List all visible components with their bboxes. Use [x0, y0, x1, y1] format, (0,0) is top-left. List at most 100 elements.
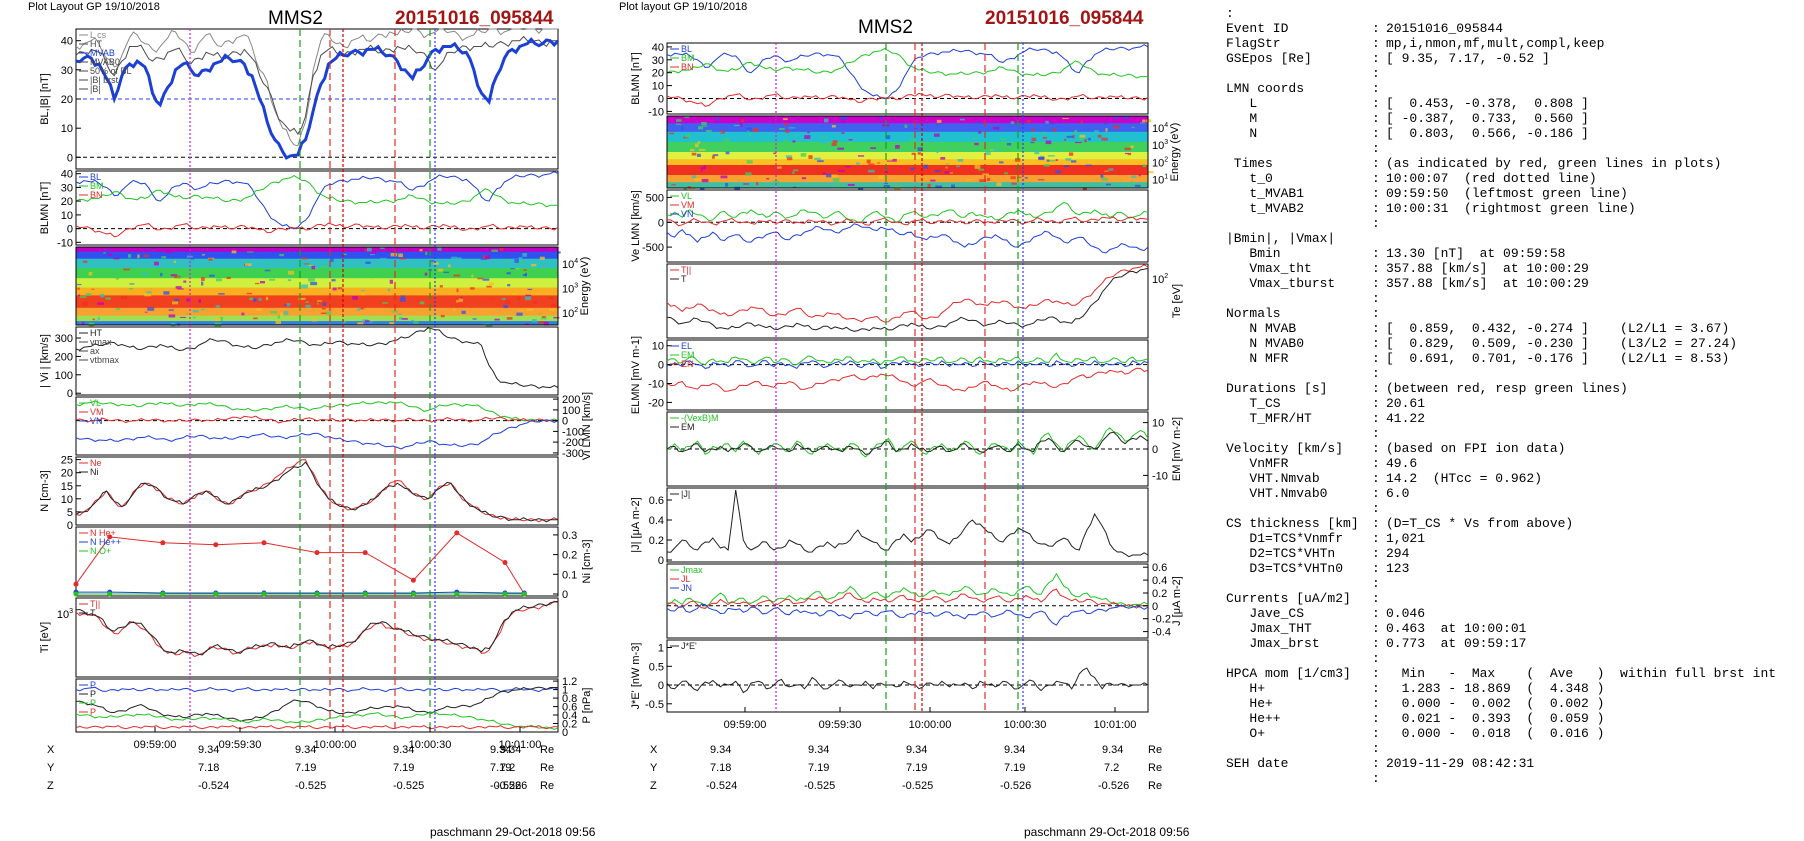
info-colon: :: [1372, 501, 1380, 516]
y-tick-label: 0.5: [649, 661, 664, 673]
spectrogram-speckle: [1040, 155, 1045, 157]
info-colon: :: [1372, 591, 1380, 606]
info-key: Currents [uA/m2]: [1226, 591, 1351, 606]
y-axis-label: BLMN [nT]: [630, 52, 642, 105]
info-key: t_MVAB2: [1226, 201, 1305, 216]
spectrogram-speckle: [935, 124, 939, 126]
left-panel-3: 104 103 102 Energy (eV): [75, 246, 591, 327]
spectrogram-speckle: [700, 169, 703, 172]
spectrogram-speckle: [940, 157, 946, 160]
spectrogram-speckle: [799, 144, 803, 146]
info-row: T_MFR/HT:41.22: [1226, 411, 1800, 426]
info-colon: :: [1372, 726, 1380, 741]
info-key: FlagStr: [1226, 36, 1281, 51]
spectrogram-speckle: [1057, 120, 1063, 122]
spectrogram-speckle: [1131, 126, 1135, 128]
spectrogram-speckle: [1062, 117, 1069, 120]
spectrogram-speckle: [800, 153, 807, 157]
spectrogram-speckle: [698, 126, 704, 130]
spectrogram-speckle: [219, 317, 223, 321]
spectrogram-speckle: [1078, 136, 1085, 141]
spectrogram-speckle: [200, 308, 205, 311]
spectrogram-speckle: [1010, 121, 1015, 124]
spectrogram-speckle: [1046, 159, 1050, 162]
y-tick-label: 0: [562, 589, 568, 601]
spectrogram-speckle: [795, 138, 802, 142]
info-colon: :: [1372, 156, 1380, 171]
legend-entry: HT: [90, 39, 102, 49]
info-value: [ 0.691, 0.701, -0.176 ] (L2/L1 = 8.53): [1386, 351, 1730, 366]
plot-frame: [666, 189, 1149, 263]
spectrogram-speckle: [676, 119, 682, 122]
spectrogram-speckle: [298, 297, 306, 300]
spectrogram-speckle: [1094, 130, 1099, 134]
spectrogram-speckle: [747, 129, 750, 132]
spectrogram-speckle: [305, 304, 311, 308]
spectrogram-speckle: [288, 267, 291, 271]
spectrogram-speckle: [514, 259, 519, 263]
y-tick-label: 103: [57, 608, 73, 621]
info-key: Event ID: [1226, 21, 1289, 36]
spectrogram-speckle: [172, 301, 179, 305]
spectrogram-speckle: [999, 161, 1004, 164]
spectrogram-speckle: [1101, 177, 1108, 181]
spectrogram-speckle: [360, 307, 364, 310]
spectrogram-band: [76, 251, 558, 260]
spectrogram-speckle: [170, 322, 176, 327]
spectrogram-speckle: [174, 275, 181, 279]
spectrogram-speckle: [248, 297, 254, 300]
data-point: [502, 591, 508, 597]
y-tick-label: 1: [562, 685, 568, 697]
spectrogram-speckle: [440, 314, 445, 318]
left-pos-x-3: 9.34: [393, 744, 415, 756]
spectrogram-speckle: [400, 295, 406, 299]
spectrogram-speckle: [837, 169, 845, 172]
spectrogram-speckle: [97, 302, 104, 305]
spectrogram-speckle: [458, 298, 463, 302]
info-key: SEH date: [1226, 756, 1289, 771]
left-pos-unit-y: Re: [540, 762, 555, 774]
data-series-line: [666, 667, 1149, 694]
info-row: Vmax_tburst:357.88 [km/s] at 10:00:29: [1226, 276, 1800, 291]
legend-entry: BM: [681, 53, 695, 63]
spectrogram-speckle: [866, 185, 871, 188]
data-point: [261, 540, 267, 546]
y-tick-label: 0.6: [649, 495, 664, 507]
spectrogram-speckle: [112, 268, 117, 270]
right-pos-z-5: -0.526: [1098, 780, 1130, 792]
spectrogram-speckle: [518, 257, 523, 261]
spectrogram-speckle: [91, 288, 95, 290]
spectrogram-speckle: [1031, 128, 1035, 132]
spectrogram-speckle: [831, 174, 838, 178]
data-point: [454, 530, 460, 536]
y-tick-label: 0: [67, 388, 73, 400]
info-row: VHT.Nmvab:14.2 (HTcc = 0.962): [1226, 471, 1800, 486]
info-value: 49.6: [1386, 456, 1418, 471]
legend-entry: T||: [681, 265, 691, 275]
spectrogram-speckle: [511, 292, 517, 295]
data-series-line: [75, 28, 558, 147]
spectrogram-speckle: [540, 317, 547, 320]
spectrogram-speckle: [183, 280, 187, 283]
legend-entry: ax: [90, 346, 100, 356]
spectrogram-speckle: [321, 308, 326, 310]
spectrogram-speckle: [553, 316, 560, 319]
legend-entry: EN: [681, 359, 694, 369]
info-value: [ 0.803, 0.566, -0.186 ]: [1386, 126, 1589, 141]
legend-entry: N O+: [90, 546, 111, 556]
spectrogram-speckle: [246, 251, 254, 253]
spectrogram-speckle: [959, 118, 965, 121]
spectrogram-speckle: [115, 308, 120, 311]
spectrogram-speckle: [1053, 128, 1056, 132]
spectrogram-speckle: [507, 284, 511, 287]
info-colon: :: [1372, 396, 1380, 411]
legend-entry: J*E': [681, 641, 697, 651]
left-layout-label: Plot Layout GP 19/10/2018: [28, 1, 160, 13]
spectrogram-speckle: [718, 131, 722, 133]
data-point: [362, 550, 368, 556]
spectrogram-speckle: [680, 183, 686, 186]
spectrogram-speckle: [186, 255, 193, 258]
spectrogram-speckle: [316, 302, 319, 305]
spectrogram-band: [667, 152, 1148, 160]
